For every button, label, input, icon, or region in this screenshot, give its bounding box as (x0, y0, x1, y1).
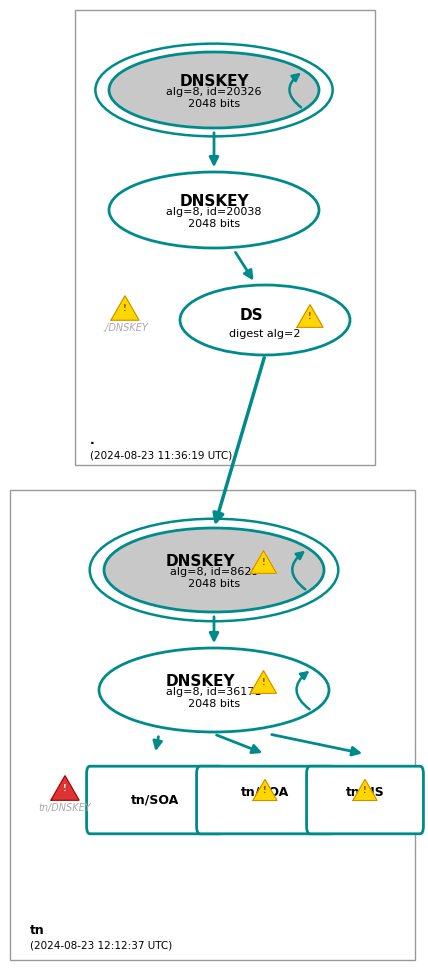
Text: alg=8, id=36171: alg=8, id=36171 (166, 687, 262, 697)
Text: !: ! (262, 558, 265, 567)
Text: !: ! (308, 312, 312, 321)
Text: (2024-08-23 12:12:37 UTC): (2024-08-23 12:12:37 UTC) (30, 940, 172, 950)
Polygon shape (297, 305, 323, 327)
FancyBboxPatch shape (75, 10, 375, 465)
FancyBboxPatch shape (196, 767, 333, 834)
FancyBboxPatch shape (10, 490, 415, 960)
Text: DNSKEY: DNSKEY (165, 675, 235, 690)
Polygon shape (353, 779, 377, 801)
Text: tn/DNSKEY: tn/DNSKEY (39, 803, 91, 813)
Ellipse shape (104, 528, 324, 612)
Text: DNSKEY: DNSKEY (179, 195, 249, 209)
Text: 2048 bits: 2048 bits (188, 699, 240, 709)
FancyBboxPatch shape (306, 767, 423, 834)
Text: tn/SOA: tn/SOA (131, 794, 179, 806)
Text: alg=8, id=20038: alg=8, id=20038 (166, 207, 262, 217)
Ellipse shape (180, 285, 350, 355)
Ellipse shape (99, 648, 329, 732)
Ellipse shape (109, 52, 319, 128)
Text: !: ! (263, 786, 267, 795)
Polygon shape (253, 779, 277, 801)
Text: ./DNSKEY: ./DNSKEY (102, 323, 148, 333)
Ellipse shape (109, 172, 319, 248)
Text: !: ! (363, 786, 367, 795)
Text: tn: tn (30, 923, 45, 936)
Text: DNSKEY: DNSKEY (179, 74, 249, 90)
Text: 2048 bits: 2048 bits (188, 579, 240, 589)
Polygon shape (250, 671, 276, 693)
Text: alg=8, id=8629: alg=8, id=8629 (169, 567, 259, 577)
Text: digest alg=2: digest alg=2 (229, 329, 301, 339)
Text: !: ! (123, 304, 127, 313)
Text: DNSKEY: DNSKEY (165, 554, 235, 570)
Text: alg=8, id=20326: alg=8, id=20326 (166, 87, 262, 97)
Text: !: ! (63, 784, 67, 793)
Polygon shape (51, 776, 79, 801)
Text: .: . (90, 433, 95, 446)
Text: (2024-08-23 11:36:19 UTC): (2024-08-23 11:36:19 UTC) (90, 450, 232, 460)
Text: DS: DS (239, 309, 263, 323)
Text: tn/NS: tn/NS (346, 785, 384, 799)
Text: tn/SOA: tn/SOA (241, 785, 289, 799)
Polygon shape (111, 296, 139, 320)
Text: 2048 bits: 2048 bits (188, 219, 240, 229)
Text: 2048 bits: 2048 bits (188, 99, 240, 109)
Polygon shape (250, 550, 276, 574)
Text: !: ! (262, 678, 265, 687)
FancyBboxPatch shape (86, 767, 223, 834)
